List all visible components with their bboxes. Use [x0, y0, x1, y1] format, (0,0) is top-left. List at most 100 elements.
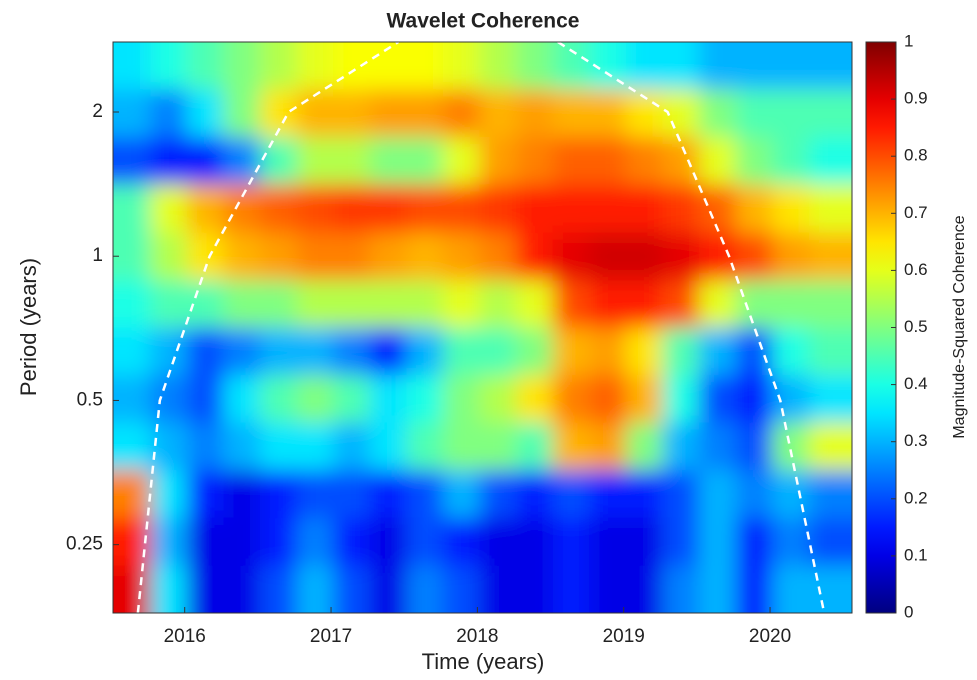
heatmap-cell: [296, 326, 334, 376]
heatmap-cell: [772, 326, 810, 376]
heatmap: [113, 42, 852, 613]
heatmap-cell: [260, 374, 298, 423]
heatmap-cell: [516, 183, 554, 233]
heatmap-cell: [186, 279, 224, 328]
heatmap-cell: [589, 136, 627, 185]
heatmap-cell: [662, 279, 700, 328]
heatmap-cell: [772, 422, 810, 471]
heatmap-cell: [442, 88, 481, 137]
heatmap-cell: [150, 517, 188, 566]
y-tick-label: 2: [92, 101, 103, 122]
heatmap-cell: [113, 88, 151, 137]
heatmap-cell: [808, 422, 852, 471]
heatmap-cell: [589, 517, 627, 566]
heatmap-cell: [333, 565, 371, 613]
heatmap-cell: [516, 374, 554, 423]
heatmap-cell: [442, 422, 481, 471]
heatmap-cell: [625, 326, 663, 376]
heatmap-cell: [735, 517, 773, 566]
heatmap-cell: [333, 469, 371, 518]
heatmap-cell: [406, 88, 444, 137]
heatmap-cell: [223, 136, 261, 185]
heatmap-cell: [369, 565, 407, 613]
heatmap-cell: [625, 42, 663, 90]
heatmap-cell: [406, 422, 444, 471]
heatmap-cell: [223, 517, 261, 566]
heatmap-cell: [735, 565, 773, 613]
plot-area: [113, 42, 852, 613]
heatmap-cell: [735, 326, 773, 376]
heatmap-cell: [808, 374, 852, 423]
heatmap-cell: [113, 374, 151, 423]
heatmap-cell: [552, 565, 590, 613]
heatmap-cell: [699, 232, 737, 281]
heatmap-cell: [296, 565, 334, 613]
heatmap-cell: [662, 422, 700, 471]
heatmap-cell: [516, 88, 554, 137]
heatmap-cell: [479, 374, 517, 423]
heatmap-cell: [516, 279, 554, 328]
heatmap-cell: [369, 42, 407, 90]
heatmap-cell: [333, 517, 371, 566]
heatmap-cell: [333, 279, 371, 328]
heatmap-cell: [442, 183, 481, 233]
heatmap-cell: [223, 374, 261, 423]
heatmap-cell: [735, 183, 773, 233]
heatmap-cell: [808, 232, 852, 281]
heatmap-cell: [699, 422, 737, 471]
heatmap-cell: [369, 326, 407, 376]
heatmap-cell: [625, 374, 663, 423]
heatmap-cell: [589, 183, 627, 233]
heatmap-cell: [735, 422, 773, 471]
heatmap-cell: [808, 88, 852, 137]
heatmap-cell: [296, 136, 334, 185]
heatmap-cell: [625, 232, 663, 281]
heatmap-cell: [589, 565, 627, 613]
heatmap-cell: [808, 517, 852, 566]
heatmap-cell: [186, 422, 224, 471]
heatmap-cell: [260, 42, 298, 90]
heatmap-cell: [333, 88, 371, 137]
colorbar-tick-label: 0.1: [904, 545, 928, 564]
heatmap-cell: [406, 279, 444, 328]
colorbar-tick-label: 0.7: [904, 203, 928, 222]
heatmap-cell: [113, 422, 151, 471]
heatmap-cell: [699, 374, 737, 423]
heatmap-cell: [516, 565, 554, 613]
heatmap-cell: [113, 183, 151, 233]
heatmap-cell: [589, 42, 627, 90]
heatmap-cell: [296, 422, 334, 471]
heatmap-cell: [662, 136, 700, 185]
heatmap-cell: [113, 232, 151, 281]
heatmap-cell: [552, 469, 590, 518]
heatmap-cell: [223, 469, 261, 518]
heatmap-cell: [333, 136, 371, 185]
heatmap-cell: [333, 422, 371, 471]
heatmap-cell: [772, 136, 810, 185]
cone-of-influence: [136, 42, 400, 613]
heatmap-cell: [735, 42, 773, 90]
heatmap-cell: [406, 565, 444, 613]
heatmap-cell: [699, 517, 737, 566]
heatmap-cell: [296, 279, 334, 328]
colorbar-tick-label: 1: [904, 31, 913, 50]
heatmap-cell: [552, 183, 590, 233]
heatmap-cell: [479, 517, 517, 566]
plot-frame: [112, 41, 853, 614]
heatmap-cell: [186, 42, 224, 90]
heatmap-cell: [589, 232, 627, 281]
heatmap-cell: [223, 279, 261, 328]
heatmap-cell: [442, 517, 481, 566]
heatmap-cell: [223, 183, 261, 233]
heatmap-cell: [772, 183, 810, 233]
heatmap-cell: [662, 517, 700, 566]
heatmap-cell: [479, 136, 517, 185]
heatmap-cell: [479, 232, 517, 281]
heatmap-cell: [699, 279, 737, 328]
heatmap-cell: [552, 88, 590, 137]
heatmap-cell: [369, 517, 407, 566]
heatmap-cell: [186, 374, 224, 423]
heatmap-cell: [516, 422, 554, 471]
heatmap-cell: [589, 326, 627, 376]
